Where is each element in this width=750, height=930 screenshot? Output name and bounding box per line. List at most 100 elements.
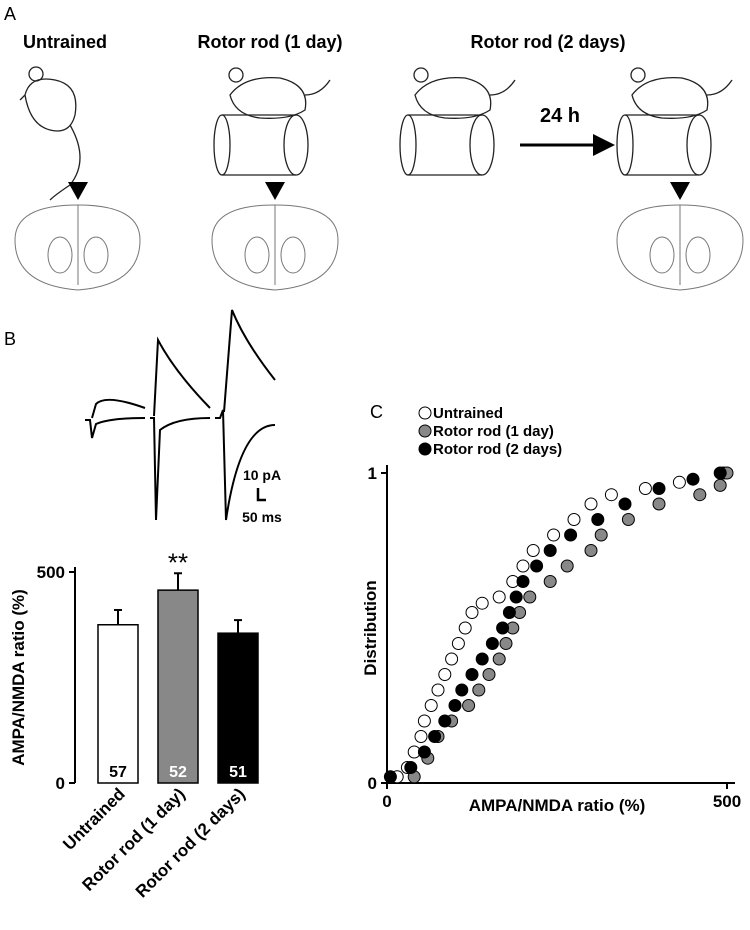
- point: [455, 683, 469, 697]
- point: [594, 528, 608, 542]
- point: [516, 575, 530, 588]
- point: [547, 528, 561, 542]
- point: [475, 652, 489, 666]
- point: [530, 559, 544, 573]
- point: [496, 621, 510, 635]
- bar-count: 57: [109, 764, 127, 781]
- point: [458, 621, 472, 635]
- point: [472, 683, 486, 697]
- point: [424, 699, 438, 712]
- x-tick-label: 0: [382, 792, 391, 811]
- point: [693, 488, 707, 502]
- point: [526, 544, 540, 557]
- point: [523, 590, 537, 604]
- brain-slice: [14, 204, 744, 291]
- legend-label: Untrained: [433, 405, 503, 422]
- point: [414, 730, 428, 743]
- panel-label: B: [4, 329, 16, 349]
- rotor-rod: [213, 114, 309, 176]
- point: [509, 590, 523, 604]
- point: [482, 668, 496, 681]
- point: [438, 714, 452, 728]
- point: [492, 652, 506, 666]
- point: [560, 559, 574, 573]
- point: [543, 575, 557, 588]
- mouse: [228, 67, 331, 119]
- bar: [157, 589, 199, 784]
- illustrations: [14, 66, 744, 291]
- y-axis-label: Distribution: [361, 580, 380, 675]
- scale-label: 50 ms: [242, 509, 282, 525]
- x-tick-label: Rotor rod (1 day): [79, 784, 189, 894]
- rotor-rod: [399, 114, 495, 176]
- y-tick-label: 0: [368, 774, 377, 793]
- point: [404, 761, 418, 774]
- point: [451, 637, 465, 650]
- point: [428, 730, 442, 743]
- group-title: Untrained: [23, 32, 107, 52]
- group-title: Rotor rod (1 day): [197, 32, 342, 52]
- point: [591, 513, 605, 526]
- point: [621, 513, 635, 526]
- point: [448, 699, 462, 712]
- point: [652, 482, 666, 495]
- point: [567, 513, 581, 526]
- bar: [217, 632, 259, 784]
- point: [417, 714, 431, 728]
- point: [713, 478, 727, 492]
- mouse: [413, 67, 516, 119]
- point: [516, 559, 530, 573]
- x-tick-label: Rotor rod (2 days): [132, 784, 249, 901]
- point: [383, 770, 397, 784]
- point: [713, 466, 727, 480]
- point: [465, 668, 479, 681]
- point: [686, 472, 700, 486]
- significance: **: [168, 547, 188, 577]
- legend-marker: [418, 406, 432, 420]
- group-title: Rotor rod (2 days): [470, 32, 625, 52]
- triangle: [68, 182, 690, 200]
- interval-label: 24 h: [540, 105, 580, 127]
- bar-count: 51: [229, 764, 247, 781]
- legend-marker: [418, 424, 432, 438]
- point: [475, 596, 489, 610]
- rotor-rod: [616, 114, 712, 176]
- x-axis-label: AMPA/NMDA ratio (%): [469, 796, 646, 815]
- bar: [97, 624, 139, 784]
- point: [638, 482, 652, 495]
- point: [584, 544, 598, 557]
- mouse: [19, 66, 81, 201]
- mouse: [630, 67, 733, 119]
- point: [584, 497, 598, 511]
- y-axis-label: AMPA/NMDA ratio (%): [9, 589, 28, 766]
- y-tick-label: 1: [368, 464, 377, 483]
- legend-label: Rotor rod (1 day): [433, 423, 554, 440]
- arrow-head: [593, 134, 615, 156]
- legend-marker: [418, 442, 432, 456]
- point: [652, 497, 666, 511]
- point: [465, 606, 479, 619]
- point: [499, 637, 513, 650]
- legend-label: Rotor rod (2 days): [433, 441, 562, 458]
- point: [445, 652, 459, 666]
- point: [485, 637, 499, 650]
- y-tick-label: 0: [56, 774, 65, 793]
- point: [543, 544, 557, 557]
- point: [462, 699, 476, 712]
- x-tick-label: 500: [713, 792, 741, 811]
- point: [492, 590, 506, 604]
- point: [438, 668, 452, 681]
- point: [431, 683, 445, 697]
- point: [604, 488, 618, 502]
- traces: [85, 309, 276, 521]
- scale-label: 10 pA: [243, 467, 281, 483]
- panel-label: A: [4, 4, 16, 24]
- point: [417, 745, 431, 759]
- bar-count: 52: [169, 764, 187, 781]
- y-tick-label: 500: [37, 563, 65, 582]
- point: [564, 528, 578, 542]
- point: [618, 497, 632, 511]
- panel-label: C: [370, 402, 383, 422]
